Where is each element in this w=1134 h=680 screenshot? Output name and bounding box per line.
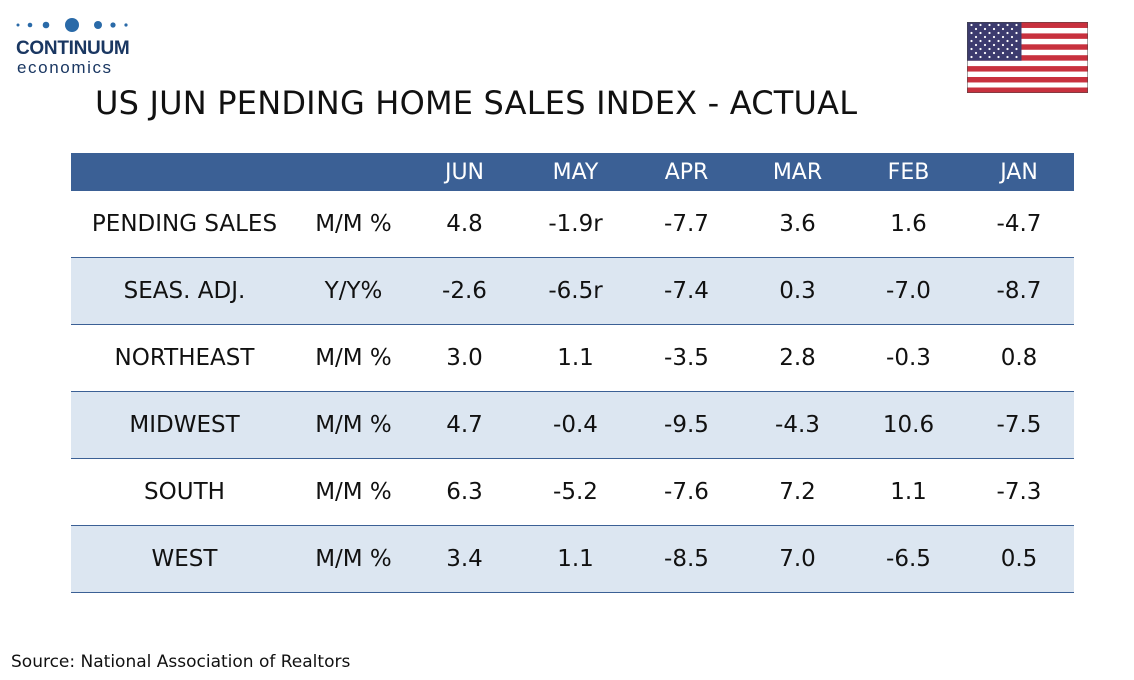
us-flag-icon: [967, 22, 1088, 93]
table-row: SEAS. ADJ. Y/Y% -2.6 -6.5r -7.4 0.3 -7.0…: [71, 257, 1074, 325]
cell-value: -7.0: [853, 257, 964, 325]
table-row: MIDWEST M/M % 4.7 -0.4 -9.5 -4.3 10.6 -7…: [71, 391, 1074, 459]
row-unit: M/M %: [298, 458, 409, 526]
cell-value: -7.5: [964, 391, 1074, 459]
cell-value: -7.7: [631, 191, 742, 258]
column-header: MAR: [742, 153, 853, 191]
header-unit-blank: [298, 153, 409, 191]
cell-value: 0.3: [742, 257, 853, 325]
cell-value: -4.3: [742, 391, 853, 459]
cell-value: 1.1: [853, 458, 964, 526]
row-label: PENDING SALES: [71, 191, 298, 258]
logo-dots-icon: [16, 18, 128, 32]
row-label: WEST: [71, 525, 298, 593]
cell-value: 6.3: [409, 458, 520, 526]
cell-value: 1.6: [853, 191, 964, 258]
cell-value: -8.7: [964, 257, 1074, 325]
cell-value: 3.6: [742, 191, 853, 258]
table-row: PENDING SALES M/M % 4.8 -1.9r -7.7 3.6 1…: [71, 191, 1074, 258]
cell-value: 1.1: [520, 525, 631, 593]
row-unit: M/M %: [298, 391, 409, 459]
row-label: MIDWEST: [71, 391, 298, 459]
cell-value: -7.6: [631, 458, 742, 526]
column-header: APR: [631, 153, 742, 191]
column-header: FEB: [853, 153, 964, 191]
cell-value: 1.1: [520, 324, 631, 392]
row-label: SOUTH: [71, 458, 298, 526]
cell-value: -7.4: [631, 257, 742, 325]
row-unit: M/M %: [298, 191, 409, 258]
data-table: JUN MAY APR MAR FEB JAN PENDING SALES M/…: [71, 153, 1074, 593]
cell-value: -2.6: [409, 257, 520, 325]
cell-value: -7.3: [964, 458, 1074, 526]
row-unit: M/M %: [298, 525, 409, 593]
row-label: SEAS. ADJ.: [71, 257, 298, 325]
cell-value: -8.5: [631, 525, 742, 593]
cell-value: -5.2: [520, 458, 631, 526]
header-label-blank: [71, 153, 298, 191]
source-note: Source: National Association of Realtors: [11, 652, 351, 672]
row-unit: Y/Y%: [298, 257, 409, 325]
cell-value: 2.8: [742, 324, 853, 392]
column-header: MAY: [520, 153, 631, 191]
cell-value: -3.5: [631, 324, 742, 392]
column-header: JUN: [409, 153, 520, 191]
cell-value: 0.8: [964, 324, 1074, 392]
cell-value: -6.5: [853, 525, 964, 593]
row-label: NORTHEAST: [71, 324, 298, 392]
table-row: WEST M/M % 3.4 1.1 -8.5 7.0 -6.5 0.5: [71, 525, 1074, 593]
cell-value: 3.0: [409, 324, 520, 392]
row-unit: M/M %: [298, 324, 409, 392]
page-title: US JUN PENDING HOME SALES INDEX - ACTUAL: [95, 84, 858, 122]
brand-name: CONTINUUM: [16, 38, 130, 59]
cell-value: 4.8: [409, 191, 520, 258]
cell-value: 0.5: [964, 525, 1074, 593]
table-row: NORTHEAST M/M % 3.0 1.1 -3.5 2.8 -0.3 0.…: [71, 324, 1074, 392]
cell-value: 7.0: [742, 525, 853, 593]
table-header-row: JUN MAY APR MAR FEB JAN: [71, 153, 1074, 191]
column-header: JAN: [964, 153, 1074, 191]
cell-value: -6.5r: [520, 257, 631, 325]
cell-value: 4.7: [409, 391, 520, 459]
brand-logo: CONTINUUM economics: [12, 14, 142, 77]
cell-value: -1.9r: [520, 191, 631, 258]
cell-value: 10.6: [853, 391, 964, 459]
cell-value: -4.7: [964, 191, 1074, 258]
cell-value: 3.4: [409, 525, 520, 593]
cell-value: 7.2: [742, 458, 853, 526]
cell-value: -9.5: [631, 391, 742, 459]
cell-value: -0.4: [520, 391, 631, 459]
cell-value: -0.3: [853, 324, 964, 392]
table-row: SOUTH M/M % 6.3 -5.2 -7.6 7.2 1.1 -7.3: [71, 458, 1074, 526]
brand-subtitle: economics: [17, 58, 113, 77]
